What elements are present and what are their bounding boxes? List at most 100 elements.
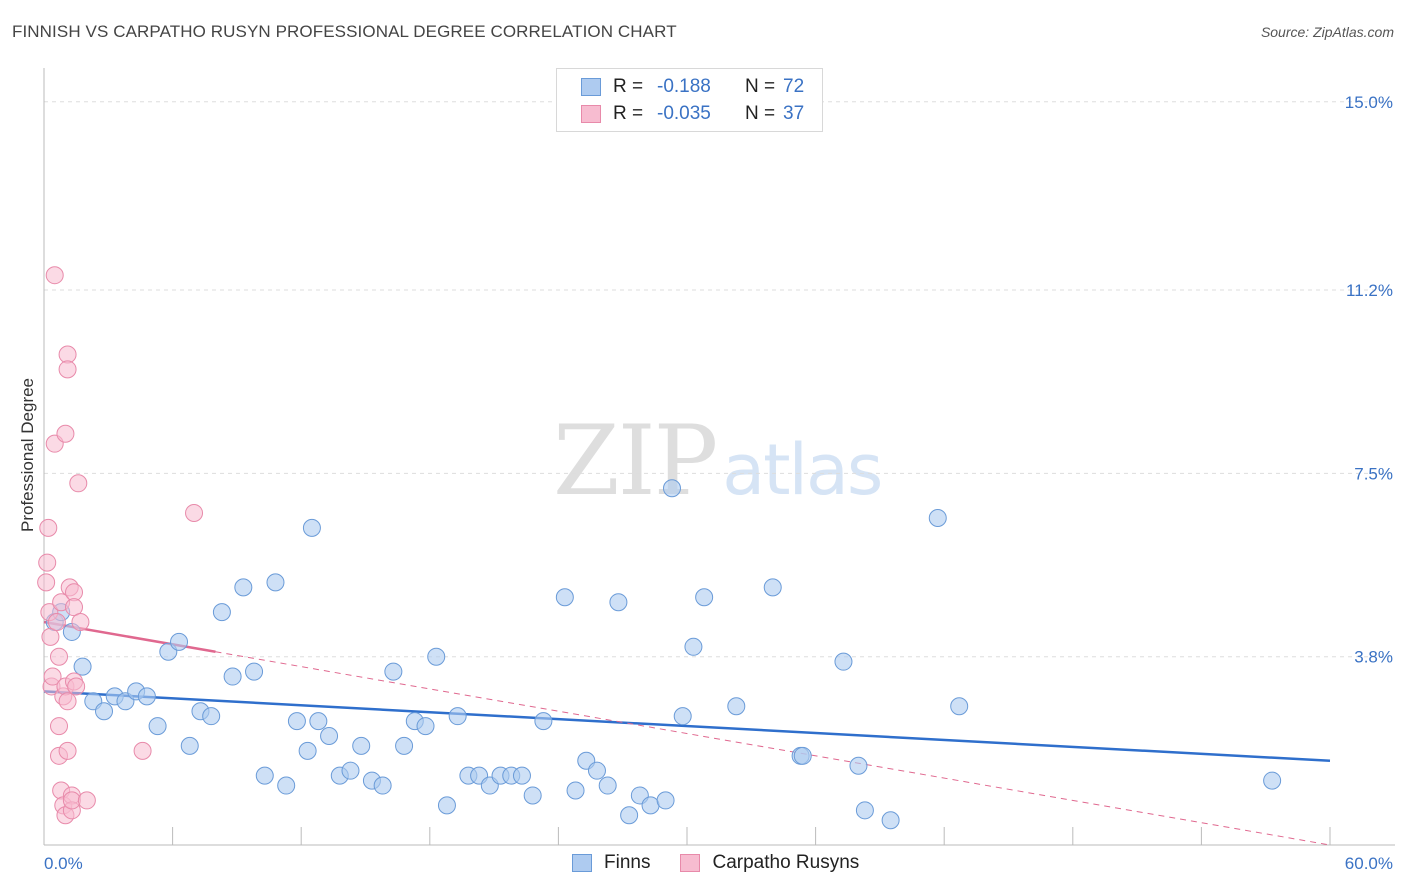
legend-row-rusyns: R = -0.035 N = 37 (581, 102, 804, 126)
finns-point (73, 657, 92, 676)
finns-points (45, 479, 1282, 830)
finns-point (834, 652, 853, 671)
watermark: ZIPatlas (553, 405, 883, 517)
rusyns-point (43, 667, 62, 686)
rusyns-point (185, 504, 204, 523)
stats-legend: R = -0.188 N = 72 R = -0.035 N = 37 (556, 68, 823, 132)
finns-point (137, 687, 156, 706)
rusyns-legend-swatch (680, 854, 701, 872)
rusyns-point (38, 553, 57, 572)
finns-point (928, 508, 947, 527)
finns-r-value: -0.188 (657, 76, 711, 97)
watermark-zip: ZIP (553, 405, 718, 517)
gridlines (44, 101, 1395, 658)
rusyns-point (37, 573, 56, 592)
finns-point (448, 707, 467, 726)
finns-point (341, 761, 360, 780)
rusyns-point (65, 598, 84, 617)
rusyns-trendline-dashed (215, 651, 1331, 846)
rusyns-point (45, 266, 64, 285)
finns-point (437, 796, 456, 815)
chart-title: FINNISH VS CARPATHO RUSYN PROFESSIONAL D… (12, 22, 677, 41)
finns-trendline (43, 690, 1331, 763)
finns-point (512, 766, 531, 785)
finns-point (298, 741, 317, 760)
finns-point (656, 791, 675, 810)
finns-point (620, 806, 639, 825)
finns-point (266, 573, 285, 592)
x-tick-label-max: 60.0% (1345, 854, 1393, 873)
finns-point (566, 781, 585, 800)
finns-point (684, 637, 703, 656)
finns-point (170, 632, 189, 651)
finns-point (641, 796, 660, 815)
finns-point (727, 697, 746, 716)
finns-point (881, 811, 900, 830)
finns-point (234, 578, 253, 597)
rusyns-point (67, 677, 86, 696)
finns-point (555, 588, 574, 607)
rusyns-point (58, 741, 77, 760)
rusyns-legend-label: Carpatho Rusyns (712, 852, 860, 873)
series-legend: Finns Carpatho Rusyns (572, 852, 889, 874)
finns-point (180, 736, 199, 755)
finns-point (373, 776, 392, 795)
rusyns-point (77, 791, 96, 810)
rusyns-point (41, 627, 60, 646)
rusyns-point (62, 791, 81, 810)
finns-point (202, 707, 221, 726)
finns-point (148, 717, 167, 736)
finns-legend-swatch (572, 854, 592, 872)
finns-point (287, 712, 306, 731)
finns-point (395, 736, 414, 755)
rusyns-swatch (581, 105, 601, 123)
rusyns-point (50, 717, 69, 736)
rusyns-n-label: N = (745, 103, 776, 124)
rusyns-point (71, 613, 90, 632)
finns-point (673, 707, 692, 726)
axes (43, 68, 1395, 846)
finns-point (695, 588, 714, 607)
y-tick-label: 11.2% (1346, 281, 1393, 300)
finns-point (384, 662, 403, 681)
finns-point (662, 479, 681, 498)
finns-point (255, 766, 274, 785)
finns-swatch (581, 78, 601, 96)
rusyns-point (133, 741, 152, 760)
finns-legend-label: Finns (604, 852, 651, 873)
source-label: Source: ZipAtlas.com (1260, 24, 1394, 40)
rusyns-point (69, 474, 88, 493)
rusyns-points (37, 266, 204, 825)
legend-item-rusyns[interactable]: Carpatho Rusyns (680, 852, 859, 874)
finns-point (245, 662, 264, 681)
rusyns-r-value: -0.035 (657, 103, 711, 124)
rusyns-point (47, 613, 66, 632)
legend-item-finns[interactable]: Finns (572, 852, 650, 874)
rusyns-trend (43, 620, 1331, 846)
watermark-atlas: atlas (722, 429, 883, 511)
finns-point (950, 697, 969, 716)
finns-r-label: R = (613, 76, 644, 97)
finns-point (763, 578, 782, 597)
finns-point (793, 746, 812, 765)
finns-point (534, 712, 553, 731)
finns-point (849, 756, 868, 775)
finns-point (309, 712, 328, 731)
rusyns-point (58, 360, 77, 379)
finns-point (223, 667, 242, 686)
finns-point (1263, 771, 1282, 790)
finns-point (277, 776, 296, 795)
rusyns-r-label: R = (613, 103, 644, 124)
finns-point (302, 518, 321, 537)
y-axis-title: Professional Degree (18, 378, 37, 532)
x-tick-label-min: 0.0% (44, 854, 83, 873)
finns-point (352, 736, 371, 755)
finns-point (416, 717, 435, 736)
rusyns-point (56, 424, 75, 443)
finns-point (523, 786, 542, 805)
y-tick-label: 7.5% (1354, 464, 1393, 483)
finns-trend (43, 690, 1331, 763)
finns-point (609, 593, 628, 612)
rusyns-point (58, 692, 77, 711)
